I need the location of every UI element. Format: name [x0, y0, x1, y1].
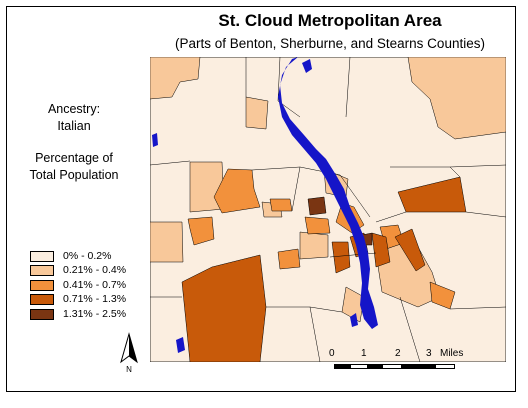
tract [150, 221, 184, 263]
legend-swatch [30, 308, 54, 320]
legend-label: 0.71% - 1.3% [63, 293, 127, 306]
measure-line-1: Percentage of [35, 151, 113, 165]
legend-swatch [30, 294, 54, 306]
tract [150, 57, 201, 100]
lake [302, 59, 312, 73]
scale-tick-label: 1 [361, 348, 367, 359]
map-title: St. Cloud Metropolitan Area [218, 11, 442, 30]
map-subtitle: (Parts of Benton, Sherburne, and Stearns… [175, 36, 485, 51]
ancestry-label: Ancestry: [47, 102, 101, 116]
legend-label: 0.21% - 0.4% [63, 264, 127, 277]
boundary-lines [150, 57, 506, 362]
scale-tick-label: 2 [395, 348, 401, 359]
map-frame [6, 6, 516, 392]
legend-swatch [30, 251, 54, 262]
tract [245, 96, 269, 130]
tract [277, 248, 301, 270]
north-label: N [126, 365, 132, 374]
lake [152, 133, 158, 147]
legend-label: 0% - 0.2% [63, 250, 112, 262]
tract [304, 216, 331, 235]
north-arrow-icon: N [120, 332, 138, 374]
tract [187, 216, 215, 246]
legend-label: 1.31% - 2.5% [63, 307, 127, 320]
tract [394, 228, 426, 272]
measure-heading: Percentage of Total Population [18, 150, 130, 184]
measure-line-2: Total Population [29, 168, 119, 182]
tract [299, 231, 329, 260]
tract [307, 196, 327, 216]
scale-bar: 0 1 2 3 Miles [318, 348, 488, 378]
tract [331, 241, 351, 274]
scale-segment [401, 365, 436, 368]
scale-unit-label: Miles [440, 348, 464, 359]
scale-track [334, 364, 455, 369]
tract [371, 232, 391, 268]
legend-label: 0.41% - 0.7% [63, 278, 127, 291]
lake [350, 313, 358, 327]
scale-tick-label: 0 [329, 348, 335, 359]
tract [407, 57, 506, 140]
legend-swatch [30, 265, 54, 277]
tract [181, 254, 267, 362]
legend-swatch [30, 279, 54, 291]
scale-segment [367, 365, 383, 368]
tract [269, 198, 293, 212]
choropleth-map [150, 57, 506, 362]
ancestry-value: Italian [57, 119, 91, 133]
tract [341, 286, 365, 323]
scale-tick-label: 3 [426, 348, 432, 359]
river [278, 57, 378, 329]
scale-segment [335, 365, 351, 368]
ancestry-heading: Ancestry: Italian [18, 101, 130, 135]
lake [176, 337, 185, 353]
